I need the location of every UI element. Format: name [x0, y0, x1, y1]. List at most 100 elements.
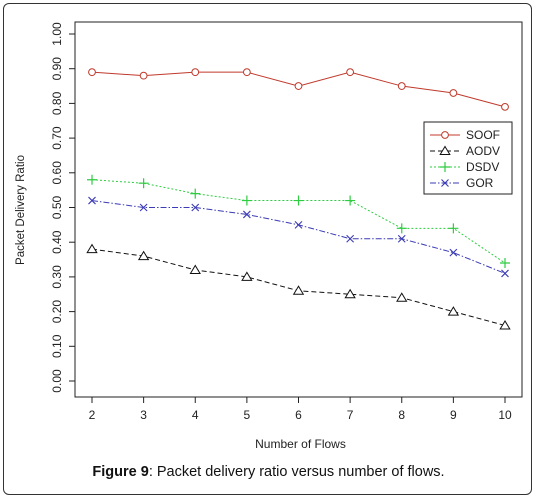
data-point-aodv-shape	[292, 285, 305, 295]
data-point-gor-shape	[294, 220, 303, 229]
data-point-dsdv	[87, 174, 97, 185]
data-point-soof-shape	[139, 71, 148, 80]
data-point-soof	[191, 68, 200, 77]
x-tick-label: 4	[192, 408, 199, 422]
x-tick-label: 7	[347, 408, 354, 422]
data-point-gor-shape	[397, 234, 406, 243]
legend-marker-soof	[441, 131, 449, 139]
data-point-gor-shape	[346, 234, 355, 243]
data-point-soof-shape	[397, 82, 406, 90]
data-point-gor-shape	[242, 210, 251, 219]
data-point-aodv	[241, 271, 253, 281]
y-tick-label: 0.60	[50, 161, 64, 185]
x-axis-label: Number of Flows	[255, 437, 346, 451]
data-point-soof-shape	[346, 68, 355, 77]
legend: SOOF AODV DSDV GOR	[423, 121, 513, 195]
data-point-soof	[88, 68, 96, 77]
data-point-gor-shape	[139, 203, 148, 212]
y-tick-label: 0.80	[50, 91, 64, 115]
x-tick-label: 10	[498, 408, 512, 422]
y-tick-label: 0.10	[50, 334, 64, 358]
data-point-aodv	[499, 320, 511, 330]
legend-label-soof: SOOF	[466, 128, 500, 142]
legend-marker-gor-shape	[441, 179, 449, 187]
data-point-soof-shape	[88, 68, 96, 77]
data-point-dsdv-shape	[241, 195, 252, 206]
x-tick-label: 8	[398, 408, 405, 422]
data-point-dsdv-shape	[500, 258, 510, 269]
data-point-dsdv	[190, 188, 201, 199]
data-point-dsdv	[500, 258, 510, 269]
y-tick-label: 0.20	[50, 300, 64, 324]
data-point-gor-shape	[501, 269, 509, 278]
data-point-aodv-shape	[447, 306, 460, 316]
data-point-soof	[294, 82, 303, 90]
data-point-aodv	[292, 285, 305, 295]
data-point-soof	[139, 71, 148, 80]
figure-caption: Figure 9: Packet delivery ratio versus n…	[0, 464, 537, 480]
data-point-dsdv-shape	[138, 178, 149, 189]
y-tick-label: 0.90	[50, 57, 64, 81]
data-point-dsdv	[293, 195, 304, 206]
legend-marker-aodv-shape	[439, 145, 451, 155]
y-tick-label: 0.30	[50, 265, 64, 289]
x-tick-label: 3	[140, 408, 147, 422]
data-point-aodv-shape	[396, 292, 408, 302]
data-point-aodv-shape	[344, 288, 356, 299]
legend-label-gor: GOR	[466, 176, 494, 190]
data-point-gor-shape	[88, 196, 96, 205]
data-point-dsdv-shape	[87, 174, 97, 185]
caption-label: Figure 9	[92, 464, 149, 480]
y-tick-label: 0.70	[50, 126, 64, 150]
data-point-soof	[346, 68, 355, 77]
y-tick-label: 0.50	[50, 195, 64, 219]
data-point-aodv-shape	[86, 243, 98, 254]
data-point-soof	[501, 102, 509, 111]
legend-label-dsdv: DSDV	[466, 160, 499, 174]
x-tick-label: 9	[450, 408, 457, 422]
data-point-aodv	[447, 306, 460, 316]
data-point-dsdv-shape	[345, 195, 356, 206]
data-point-dsdv	[241, 195, 252, 206]
data-point-aodv	[396, 292, 408, 302]
data-point-aodv-shape	[499, 320, 511, 330]
data-point-dsdv-shape	[396, 223, 407, 234]
data-point-gor	[139, 203, 148, 212]
data-point-aodv-shape	[137, 250, 150, 261]
x-tick-label: 5	[244, 408, 251, 422]
data-point-soof-shape	[294, 82, 303, 90]
data-point-gor-shape	[449, 248, 458, 257]
series-line-gor	[91, 200, 506, 274]
data-point-aodv	[189, 264, 201, 274]
data-point-dsdv-shape	[293, 195, 304, 206]
data-point-gor	[346, 234, 355, 243]
data-point-gor	[242, 210, 251, 219]
data-point-gor	[294, 220, 303, 229]
y-axis-label: Packet Delivery Ratio	[15, 155, 27, 265]
data-point-gor	[88, 196, 96, 205]
legend-marker-soof-shape	[441, 131, 449, 139]
data-point-aodv	[86, 243, 98, 254]
data-point-soof	[397, 82, 406, 90]
data-point-soof	[242, 68, 251, 77]
data-point-aodv-shape	[189, 264, 201, 274]
data-point-dsdv-shape	[190, 188, 201, 199]
data-point-gor	[397, 234, 406, 243]
legend-marker-dsdv	[440, 162, 450, 172]
data-point-soof-shape	[449, 89, 458, 97]
legend-marker-gor	[441, 179, 449, 187]
data-point-soof-shape	[191, 68, 200, 77]
data-point-gor	[501, 269, 509, 278]
legend-box	[423, 121, 513, 195]
data-point-dsdv	[345, 195, 356, 206]
data-point-dsdv	[396, 223, 407, 234]
y-tick-label: 0.00	[50, 369, 64, 393]
data-point-soof-shape	[242, 68, 251, 77]
data-point-aodv	[344, 288, 356, 299]
legend-label-aodv: AODV	[466, 144, 500, 158]
data-point-aodv-shape	[241, 271, 253, 281]
data-point-gor	[449, 248, 458, 257]
caption-text: : Packet delivery ratio versus number of…	[148, 464, 445, 480]
x-tick-label: 6	[295, 408, 302, 422]
legend-marker-aodv	[439, 145, 451, 155]
